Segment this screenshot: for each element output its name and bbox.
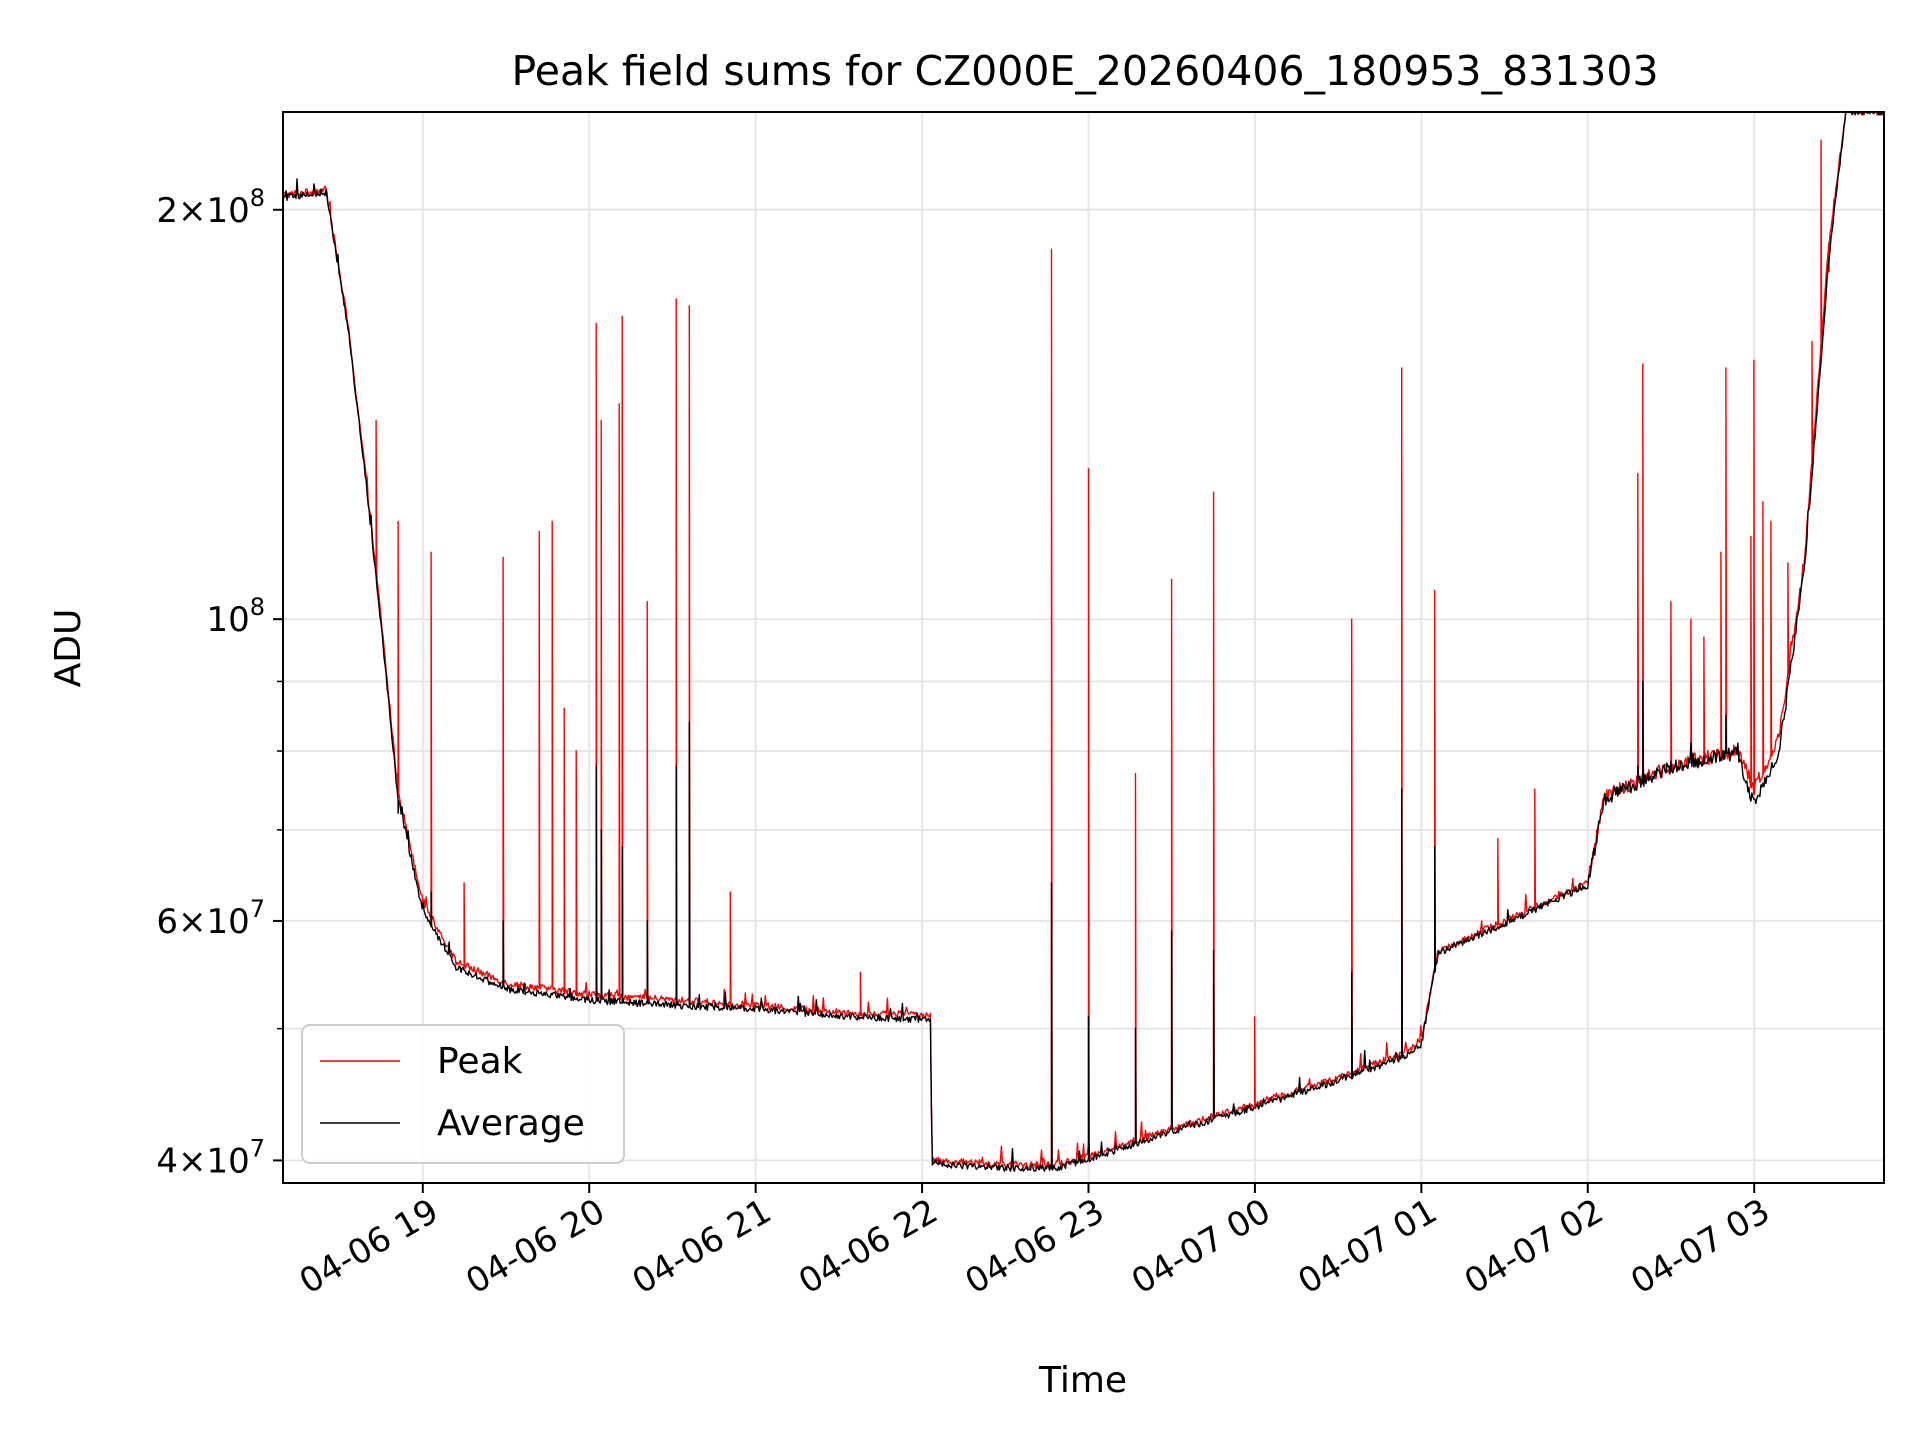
series-lines — [283, 112, 1884, 1172]
y-tick-label: 6×107 — [156, 895, 265, 942]
series-line-average — [283, 112, 1884, 1172]
legend-peak-label: Peak — [437, 1041, 523, 1082]
series-line-peak — [283, 112, 1884, 1170]
legend-box — [301, 1024, 625, 1164]
y-tick-label: 2×108 — [156, 184, 265, 231]
y-tick-label: 108 — [206, 593, 265, 640]
chart-title: Peak field sums for CZ000E_20260406_1809… — [511, 47, 1658, 95]
x-axis-label: Time — [1038, 1360, 1127, 1401]
legend: Peak Average — [301, 1024, 625, 1164]
y-tick-label: 4×107 — [156, 1134, 265, 1181]
y-axis: 4×107 6×107 108 2×108 — [156, 184, 283, 1181]
y-axis-label: ADU — [48, 609, 89, 688]
plot-frame — [282, 111, 1885, 1184]
legend-average-label: Average — [437, 1103, 585, 1144]
